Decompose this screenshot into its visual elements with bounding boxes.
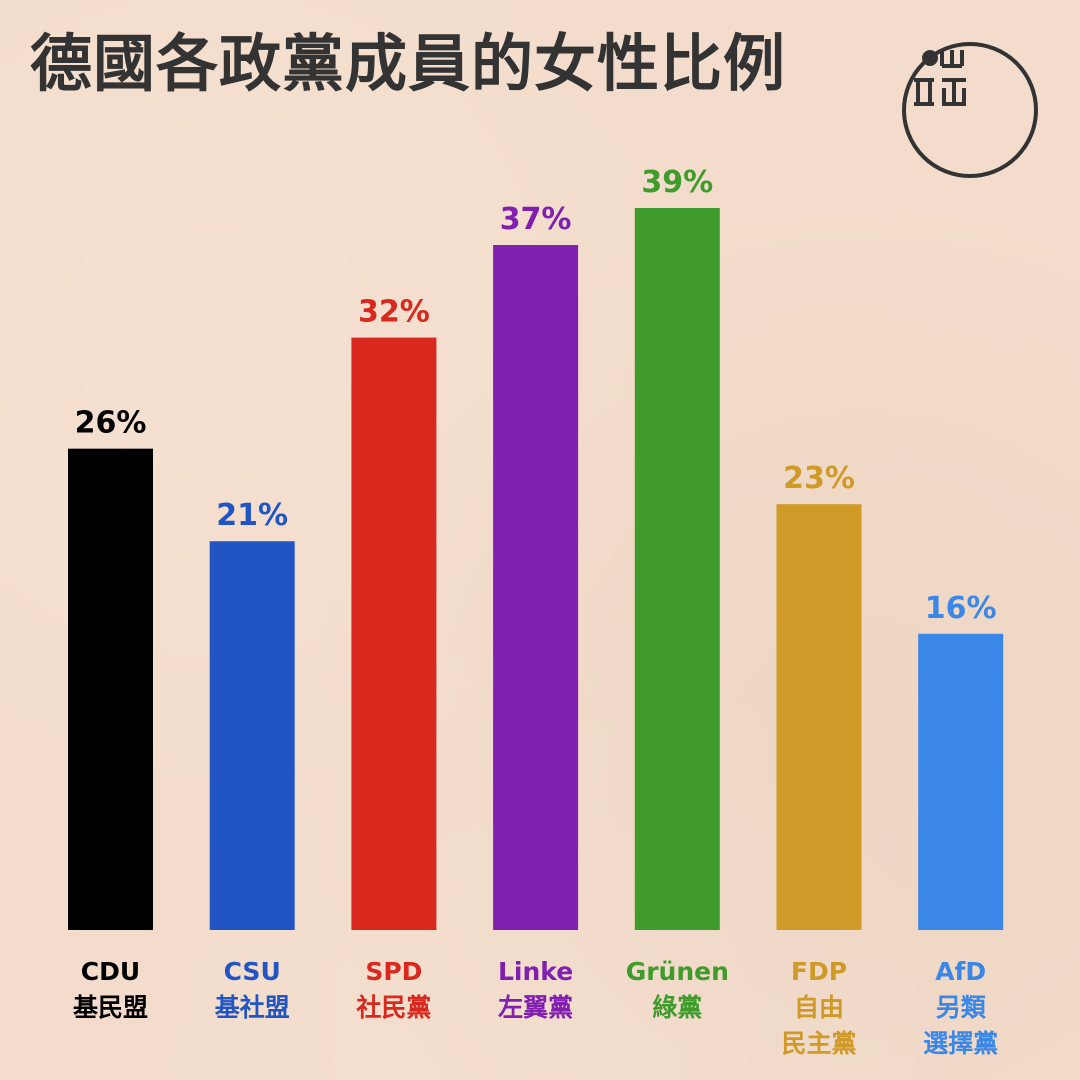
bar-afd [918, 633, 1004, 930]
category-subtitle: 另類 [936, 993, 987, 1022]
category-subtitle: 民主黨 [781, 1029, 856, 1058]
data-label: 39% [641, 165, 713, 200]
category-label: AfD [935, 957, 986, 986]
data-label: 23% [783, 461, 855, 496]
bar-grnen [634, 208, 720, 930]
category-subtitle: 自由 [794, 993, 844, 1022]
data-label: 16% [925, 591, 997, 626]
data-label: 32% [358, 295, 430, 330]
category-subtitle: 左翼黨 [498, 993, 573, 1022]
category-label: FDP [791, 957, 847, 986]
data-label: 21% [216, 498, 288, 533]
bar-linke [493, 245, 579, 930]
category-subtitle: 綠黨 [652, 993, 702, 1022]
category-label: SPD [365, 957, 422, 986]
category-subtitle: 基社盟 [215, 993, 290, 1022]
category-label: Linke [498, 957, 573, 986]
bar-fdp [776, 504, 862, 930]
category-label: Grünen [626, 957, 729, 986]
category-subtitle: 社民黨 [356, 993, 431, 1022]
category-label: CSU [224, 957, 281, 986]
data-label: 37% [500, 202, 572, 237]
bar-spd [351, 337, 437, 931]
chart-title: 德國各政黨成員的女性比例 [30, 27, 787, 100]
category-label: CDU [81, 957, 140, 986]
category-subtitle: 選擇黨 [923, 1029, 998, 1058]
bar-cdu [68, 448, 153, 930]
category-subtitle: 基民盟 [73, 993, 148, 1022]
brand-logo-icon [902, 42, 1038, 178]
bar-csu [209, 541, 295, 930]
data-label: 26% [75, 406, 147, 441]
